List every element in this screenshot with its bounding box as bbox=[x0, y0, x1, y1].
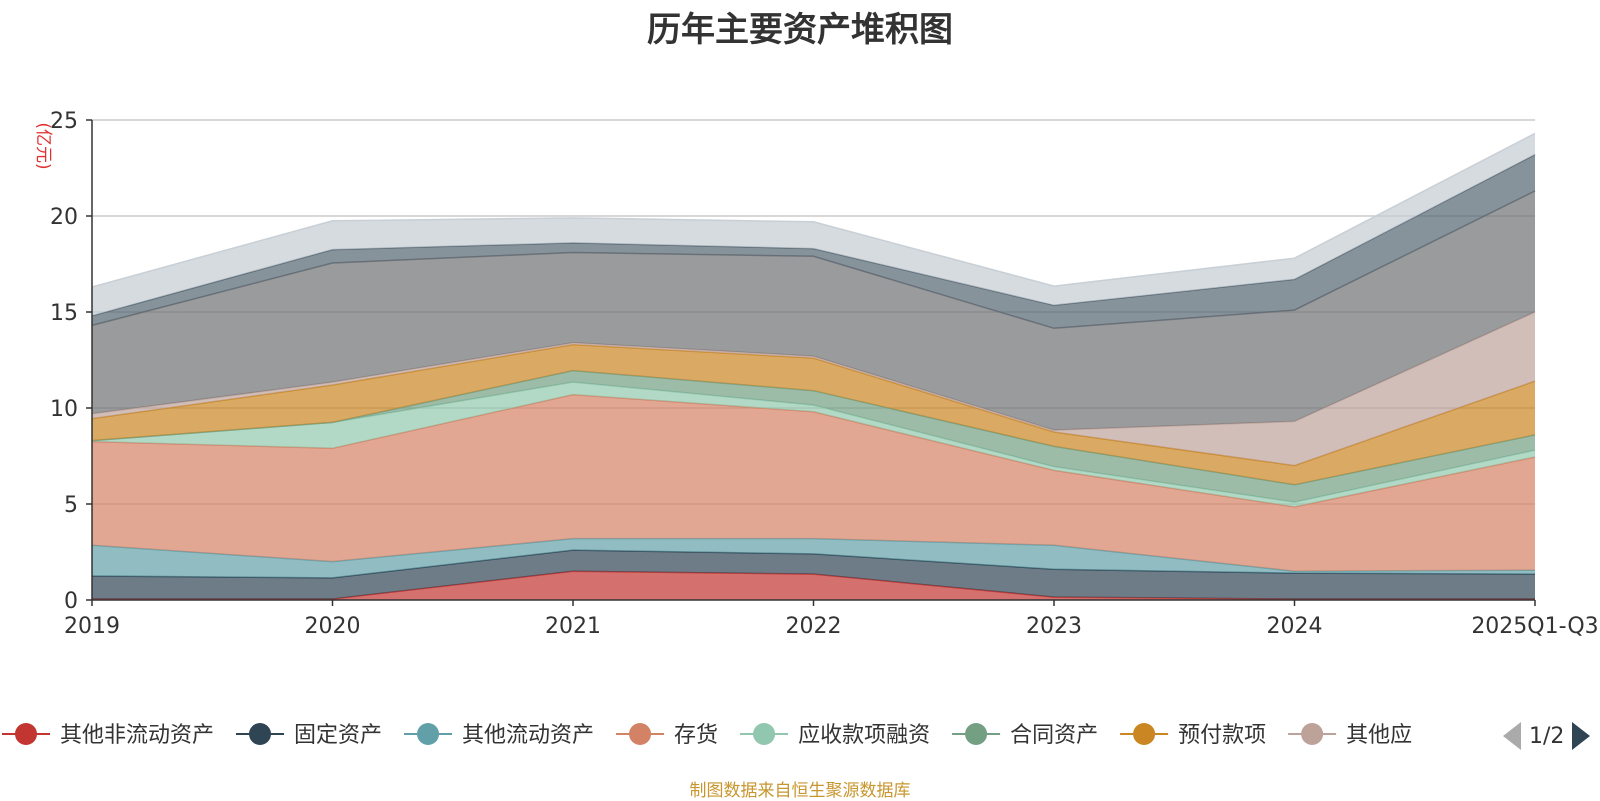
legend-label: 其他非流动资产 bbox=[60, 723, 214, 748]
axes: 0 5 10 15 20 25 2019 2020 2021 2022 2023 2024 2025Q1… bbox=[33, 109, 1599, 639]
legend-prev-icon[interactable] bbox=[1503, 722, 1521, 750]
x-tick-label: 2019 bbox=[64, 614, 120, 639]
legend-item[interactable]: 合同资产 bbox=[952, 723, 1098, 748]
legend-label: 其他应 bbox=[1346, 723, 1412, 748]
area-1 bbox=[92, 571, 1535, 600]
area-line-11 bbox=[91, 132, 1536, 288]
x-tick-label: 2020 bbox=[305, 614, 361, 639]
y-tick-label: 0 bbox=[64, 589, 78, 614]
chart-title: 历年主要资产堆积图 bbox=[647, 10, 953, 50]
legend-marker-icon bbox=[965, 723, 988, 745]
area-9 bbox=[92, 191, 1535, 431]
y-tick-label: 5 bbox=[64, 493, 78, 518]
legend-marker-icon bbox=[417, 723, 440, 745]
x-tick-label: 2021 bbox=[545, 614, 601, 639]
area-11 bbox=[92, 133, 1535, 316]
legend-label: 其他流动资产 bbox=[462, 723, 594, 748]
legend-marker-icon bbox=[15, 723, 37, 745]
legend-marker-icon bbox=[1133, 723, 1156, 745]
x-tick-label: 2023 bbox=[1026, 614, 1082, 639]
area-4 bbox=[92, 394, 1535, 572]
legend-pager: 1/2 bbox=[1503, 716, 1591, 756]
legend-items: 其他非流动资产 固定资产 其他流动资产 存货 应收款项融资 合同资产 预付款项 其他应 bbox=[2, 723, 1412, 748]
y-tick-label: 20 bbox=[50, 205, 78, 230]
x-tick-label: 2025Q1-Q3 bbox=[1471, 614, 1598, 639]
legend-item[interactable]: 预付款项 bbox=[1120, 723, 1266, 748]
area-3 bbox=[92, 538, 1535, 578]
legend-label: 固定资产 bbox=[294, 723, 382, 748]
y-tick-label: 25 bbox=[50, 109, 78, 134]
area-2 bbox=[92, 550, 1535, 599]
legend-item[interactable]: 其他应 bbox=[1288, 723, 1412, 748]
x-tick-label: 2022 bbox=[786, 614, 842, 639]
area-5 bbox=[92, 382, 1535, 507]
x-tick-label: 2024 bbox=[1267, 614, 1323, 639]
legend-marker-icon bbox=[629, 723, 652, 745]
area-6 bbox=[92, 370, 1535, 503]
legend-item[interactable]: 存货 bbox=[616, 723, 718, 748]
legend-label: 预付款项 bbox=[1178, 723, 1266, 748]
legend-label: 存货 bbox=[674, 723, 718, 748]
source-note: 制图数据来自恒生聚源数据库 bbox=[689, 781, 911, 801]
legend-page-indicator: 1/2 bbox=[1529, 723, 1565, 749]
area-series bbox=[91, 132, 1536, 600]
y-axis-label: (亿元) bbox=[33, 122, 53, 169]
y-tick-label: 15 bbox=[50, 301, 78, 326]
area-8 bbox=[92, 312, 1535, 466]
legend-marker-icon bbox=[753, 723, 776, 745]
legend-item[interactable]: 应收款项融资 bbox=[740, 723, 930, 748]
legend-label: 合同资产 bbox=[1010, 723, 1098, 748]
legend-item[interactable]: 固定资产 bbox=[236, 723, 382, 748]
legend-label: 应收款项融资 bbox=[798, 723, 930, 748]
area-7 bbox=[92, 344, 1535, 485]
legend-item[interactable]: 其他非流动资产 bbox=[2, 723, 214, 748]
legend[interactable]: 其他非流动资产 固定资产 其他流动资产 存货 应收款项融资 合同资产 预付款项 其他应 bbox=[2, 723, 1412, 748]
y-tick-label: 10 bbox=[50, 397, 78, 422]
legend-item[interactable]: 其他流动资产 bbox=[404, 723, 594, 748]
legend-marker-icon bbox=[1301, 723, 1324, 745]
legend-marker-icon bbox=[249, 723, 272, 745]
legend-next-icon[interactable] bbox=[1572, 722, 1591, 750]
